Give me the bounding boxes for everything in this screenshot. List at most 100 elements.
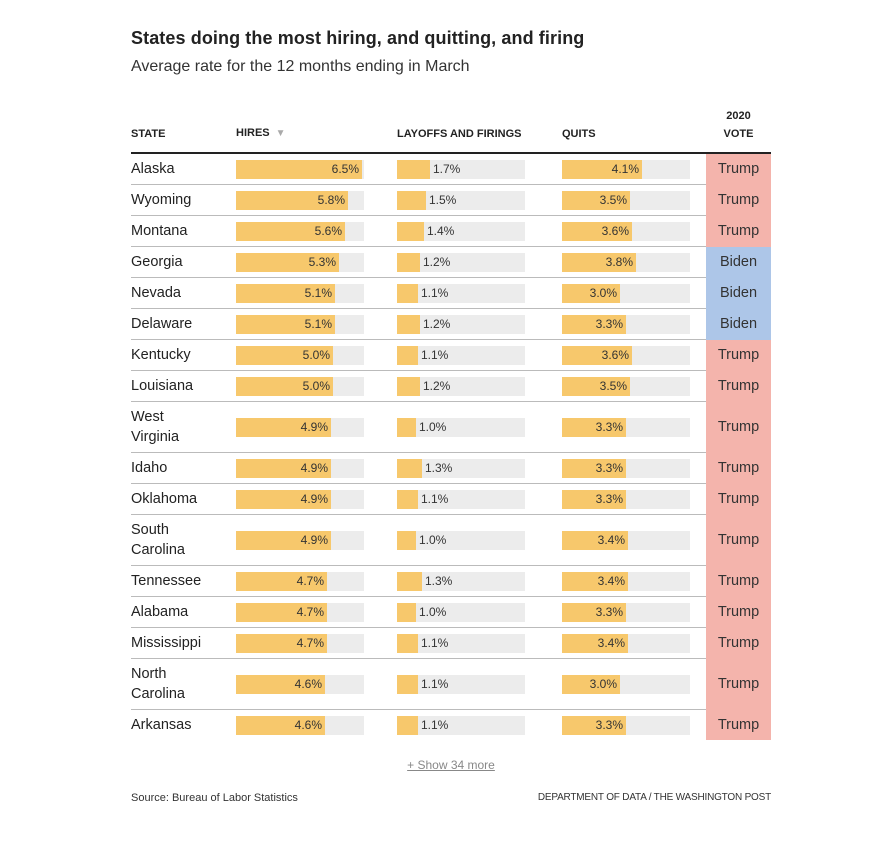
vote-trump-cell: Trump: [706, 627, 771, 659]
layoffs-bar: [397, 283, 418, 303]
quits-bar-track: 3.4%: [562, 571, 690, 591]
hires-value-label: 6.5%: [331, 161, 359, 176]
quits-value-label: 3.6%: [601, 223, 629, 238]
layoffs-cell: 1.5%: [397, 184, 562, 216]
layoffs-bar-track: 1.1%: [397, 489, 525, 509]
vote-trump-cell: Trump: [706, 370, 771, 402]
layoffs-value-label: 1.3%: [425, 573, 453, 588]
quits-value-label: 3.3%: [595, 460, 623, 475]
hires-bar-track: 5.1%: [236, 314, 364, 334]
column-header-quits[interactable]: QUITS: [562, 107, 706, 154]
show-more-link[interactable]: + Show 34 more: [407, 758, 495, 772]
hires-cell: 5.1%: [236, 277, 397, 309]
quits-value-label: 3.8%: [605, 254, 633, 269]
quits-value-label: 3.3%: [595, 419, 623, 434]
vote-trump-cell: Trump: [706, 596, 771, 628]
hires-bar: [236, 314, 335, 334]
hires-cell: 5.0%: [236, 339, 397, 371]
layoffs-cell: 1.2%: [397, 308, 562, 340]
vote-trump-cell: Trump: [706, 565, 771, 597]
sort-descending-icon[interactable]: ▼: [275, 128, 286, 139]
layoffs-bar: [397, 314, 420, 334]
quits-bar-track: 3.0%: [562, 283, 690, 303]
hires-value-label: 5.0%: [302, 347, 330, 362]
state-name: Kentucky: [131, 339, 236, 371]
quits-bar-track: 3.4%: [562, 633, 690, 653]
hires-bar: [236, 221, 345, 241]
layoffs-bar-track: 1.2%: [397, 252, 525, 272]
hires-cell: 5.6%: [236, 215, 397, 247]
hires-bar: [236, 159, 362, 179]
table-row: Arkansas 4.6% 1.1% 3.3% Trump: [131, 709, 771, 740]
hires-bar-track: 4.9%: [236, 530, 364, 550]
hires-value-label: 4.7%: [296, 635, 324, 650]
quits-value-label: 3.5%: [599, 192, 627, 207]
layoffs-value-label: 1.5%: [429, 192, 457, 207]
state-name: Arkansas: [131, 717, 192, 733]
column-header-vote[interactable]: 2020 VOTE: [706, 107, 771, 154]
hires-value-label: 4.7%: [296, 573, 324, 588]
hires-bar-track: 4.9%: [236, 458, 364, 478]
table-row: Alaska 6.5% 1.7% 4.1% Trump: [131, 153, 771, 185]
layoffs-value-label: 1.0%: [419, 604, 447, 619]
layoffs-value-label: 1.0%: [419, 532, 447, 547]
table-row: South Carolina 4.9% 1.0% 3.4% Trump: [131, 514, 771, 566]
quits-cell: 3.4%: [562, 514, 706, 566]
hires-value-label: 4.6%: [294, 676, 322, 691]
quits-bar: [562, 530, 628, 550]
layoffs-value-label: 1.2%: [423, 378, 451, 393]
hires-bar-track: 5.8%: [236, 190, 364, 210]
column-label-state: STATE: [131, 128, 166, 140]
vote-trump-cell: Trump: [706, 709, 771, 740]
layoffs-cell: 1.2%: [397, 370, 562, 402]
hires-cell: 4.7%: [236, 627, 397, 659]
hires-bar: [236, 458, 331, 478]
hires-bar: [236, 571, 327, 591]
vote-trump-cell: Trump: [706, 401, 771, 453]
layoffs-value-label: 1.2%: [423, 316, 451, 331]
column-header-layoffs[interactable]: LAYOFFS AND FIRINGS: [397, 107, 562, 154]
quits-value-label: 3.0%: [589, 285, 617, 300]
layoffs-bar-track: 1.1%: [397, 674, 525, 694]
layoffs-cell: 1.1%: [397, 658, 562, 710]
column-header-state[interactable]: STATE: [131, 107, 236, 154]
layoffs-bar-track: 1.1%: [397, 345, 525, 365]
table-row: Oklahoma 4.9% 1.1% 3.3% Trump: [131, 483, 771, 515]
hires-cell: 4.7%: [236, 596, 397, 628]
layoffs-bar: [397, 221, 424, 241]
quits-value-label: 3.0%: [589, 676, 617, 691]
quits-bar-track: 3.0%: [562, 674, 690, 694]
column-header-hires[interactable]: HIRES ▼: [236, 107, 397, 154]
source-note: Source: Bureau of Labor Statistics: [131, 792, 298, 804]
footer: Source: Bureau of Labor Statistics DEPAR…: [131, 792, 771, 804]
vote-trump-cell: Trump: [706, 215, 771, 247]
hires-value-label: 5.3%: [308, 254, 336, 269]
layoffs-bar-track: 1.7%: [397, 159, 525, 179]
data-table: STATE HIRES ▼ LAYOFFS AND FIRINGS QUITS 2…: [131, 107, 771, 740]
vote-trump-cell: Trump: [706, 184, 771, 216]
quits-bar: [562, 159, 642, 179]
quits-bar: [562, 715, 626, 735]
layoffs-value-label: 1.2%: [423, 254, 451, 269]
table-row: Louisiana 5.0% 1.2% 3.5% Trump: [131, 370, 771, 402]
layoffs-bar-track: 1.2%: [397, 376, 525, 396]
layoffs-bar: [397, 252, 420, 272]
table-row: Georgia 5.3% 1.2% 3.8% Biden: [131, 246, 771, 278]
layoffs-bar: [397, 715, 418, 735]
quits-bar: [562, 633, 628, 653]
quits-cell: 3.6%: [562, 339, 706, 371]
layoffs-bar: [397, 530, 416, 550]
vote-biden-cell: Biden: [706, 308, 771, 340]
quits-bar: [562, 314, 626, 334]
layoffs-bar: [397, 345, 418, 365]
hires-bar-track: 5.1%: [236, 283, 364, 303]
hires-cell: 5.3%: [236, 246, 397, 278]
table-row: Alabama 4.7% 1.0% 3.3% Trump: [131, 596, 771, 628]
hires-value-label: 5.8%: [317, 192, 345, 207]
hires-value-label: 4.9%: [300, 491, 328, 506]
quits-bar-track: 3.3%: [562, 458, 690, 478]
state-name: Louisiana: [131, 370, 236, 402]
hires-bar: [236, 283, 335, 303]
hires-bar-track: 4.9%: [236, 489, 364, 509]
table-row: Montana 5.6% 1.4% 3.6% Trump: [131, 215, 771, 247]
